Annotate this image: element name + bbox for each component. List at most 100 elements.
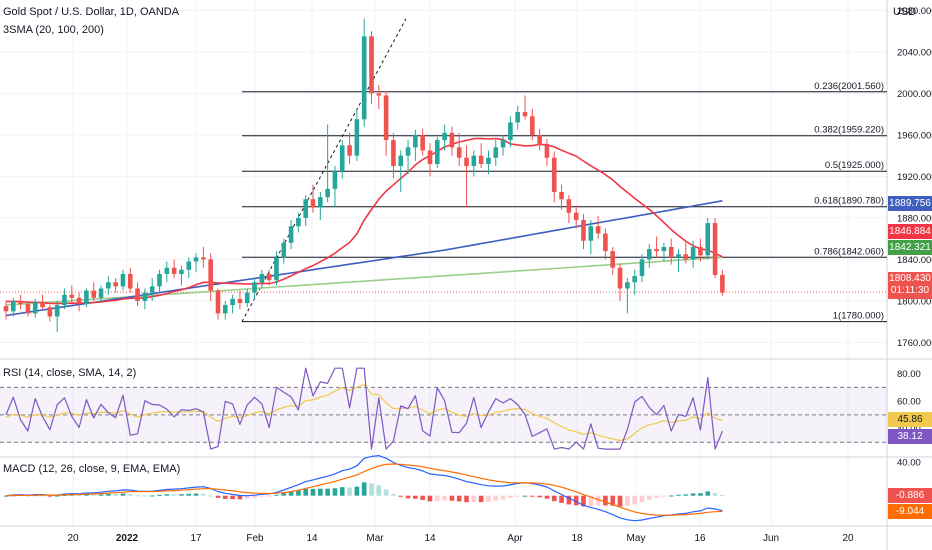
- candle-body: [420, 134, 425, 151]
- time-tick-label: 2022: [116, 533, 139, 544]
- macd-histogram-bar: [478, 495, 484, 503]
- macd-histogram-bar: [339, 487, 345, 496]
- candle-body: [259, 273, 265, 283]
- macd-histogram-bar: [3, 495, 9, 497]
- candle-body: [383, 95, 389, 141]
- macd-histogram-bar: [464, 495, 469, 503]
- macd-line: [5, 455, 723, 522]
- price-pane[interactable]: 0.236(2001.560) 0.382(1959.220) 0.5(1925.0…: [0, 18, 887, 333]
- macd-pane[interactable]: [3, 455, 725, 522]
- macd-histogram-bar: [625, 495, 630, 506]
- candle-body: [515, 112, 520, 123]
- candle-body: [537, 134, 542, 146]
- candle-body: [493, 147, 499, 158]
- macd-histogram-bar: [573, 495, 579, 506]
- macd-histogram-bar: [91, 494, 97, 496]
- macd-histogram-bar: [354, 486, 360, 496]
- candle-body: [25, 304, 31, 314]
- macd-histogram-bar: [347, 487, 352, 496]
- price-tick-label: 1880.000: [897, 213, 932, 224]
- macd-histogram-bar: [332, 488, 338, 496]
- time-tick-label: 18: [571, 533, 583, 544]
- candle-body: [398, 155, 404, 167]
- candle-body: [208, 259, 213, 291]
- time-tick-label: 20: [67, 533, 79, 544]
- candle-body: [332, 171, 338, 189]
- macd-histogram-bar: [559, 495, 564, 503]
- macd-histogram-bar: [471, 495, 477, 502]
- macd-histogram-bar: [193, 493, 199, 496]
- macd-label[interactable]: MACD (12, 26, close, 9, EMA, EMA): [3, 463, 181, 475]
- time-tick-label: 16: [694, 533, 706, 544]
- candle-body: [617, 267, 623, 289]
- candle-body: [223, 305, 228, 314]
- time-tick-label: Feb: [246, 533, 264, 544]
- time-tick-label: Apr: [507, 533, 523, 544]
- macd-histogram-bar: [142, 495, 148, 497]
- candle-body: [705, 223, 711, 256]
- candle-body: [120, 273, 126, 287]
- candle-body: [193, 257, 199, 262]
- macd-histogram-bar: [617, 495, 623, 507]
- candle-body: [449, 132, 455, 148]
- candle-body: [149, 286, 155, 293]
- candle-body: [325, 188, 330, 198]
- macd-histogram-bar: [434, 495, 440, 502]
- macd-histogram-bar: [530, 495, 535, 497]
- macd-histogram-bar: [281, 493, 287, 496]
- macd-histogram-bar: [98, 494, 104, 496]
- macd-histogram-bar: [500, 495, 506, 500]
- macd-histogram-bar: [310, 488, 316, 496]
- candle-body: [456, 147, 462, 158]
- macd-histogram-bar: [413, 495, 418, 499]
- candle-body: [288, 226, 294, 243]
- candle-body: [84, 290, 89, 305]
- time-tick-label: Jun: [763, 533, 779, 544]
- price-tick-label: 1800.000: [897, 296, 932, 307]
- sma-indicator-label[interactable]: 3SMA (20, 100, 200): [3, 24, 104, 36]
- candle-body: [427, 150, 433, 164]
- candle-body: [281, 242, 287, 258]
- macd-histogram-bar: [127, 494, 133, 496]
- candle-body: [69, 294, 75, 298]
- candle-body: [142, 292, 148, 301]
- sma20-price-tag: 1846.884: [888, 224, 932, 239]
- time-tick-label: 17: [190, 533, 202, 544]
- candle-body: [201, 257, 206, 260]
- candle-body: [442, 132, 447, 141]
- macd-histogram-bar: [515, 495, 520, 497]
- candle-body: [661, 246, 667, 252]
- macd-histogram-bar: [383, 489, 389, 496]
- macd-histogram-bar: [588, 495, 594, 506]
- macd-histogram-bar: [208, 495, 213, 497]
- macd-histogram-bar: [318, 488, 323, 496]
- candle-body: [296, 217, 301, 227]
- rsi-label[interactable]: RSI (14, close, SMA, 14, 2): [3, 367, 137, 379]
- macd-histogram-bar: [325, 488, 330, 496]
- candle-body: [252, 282, 257, 293]
- macd-histogram-bar: [654, 495, 659, 498]
- macd-histogram-bar: [581, 495, 586, 507]
- macd-histogram-bar: [149, 495, 155, 497]
- candle-body: [266, 273, 272, 281]
- macd-histogram-bar: [449, 495, 455, 501]
- candle-body: [91, 290, 97, 298]
- macd-histogram-bar: [47, 495, 53, 497]
- macd-histogram-bar: [398, 495, 404, 497]
- macd-histogram-bar: [405, 495, 411, 499]
- symbol-title[interactable]: Gold Spot / U.S. Dollar, 1D, OANDA: [3, 6, 180, 18]
- sma200-price-tag: 1842.321: [888, 240, 932, 255]
- candle-body: [522, 112, 528, 117]
- last-price-tag: 1808.430 01:11:30: [888, 272, 932, 299]
- macd-histogram-bar: [244, 495, 250, 499]
- price-tick-label: 1840.000: [897, 255, 932, 266]
- price-tick-label: 2080.000: [897, 6, 932, 17]
- rsi-pane[interactable]: [0, 367, 887, 450]
- candle-body: [588, 226, 594, 241]
- candle-body: [551, 157, 557, 192]
- macd-histogram-bar: [705, 491, 711, 496]
- macd-histogram-bar: [54, 495, 60, 497]
- candle-body: [32, 301, 38, 314]
- macd-histogram-bar: [259, 495, 265, 497]
